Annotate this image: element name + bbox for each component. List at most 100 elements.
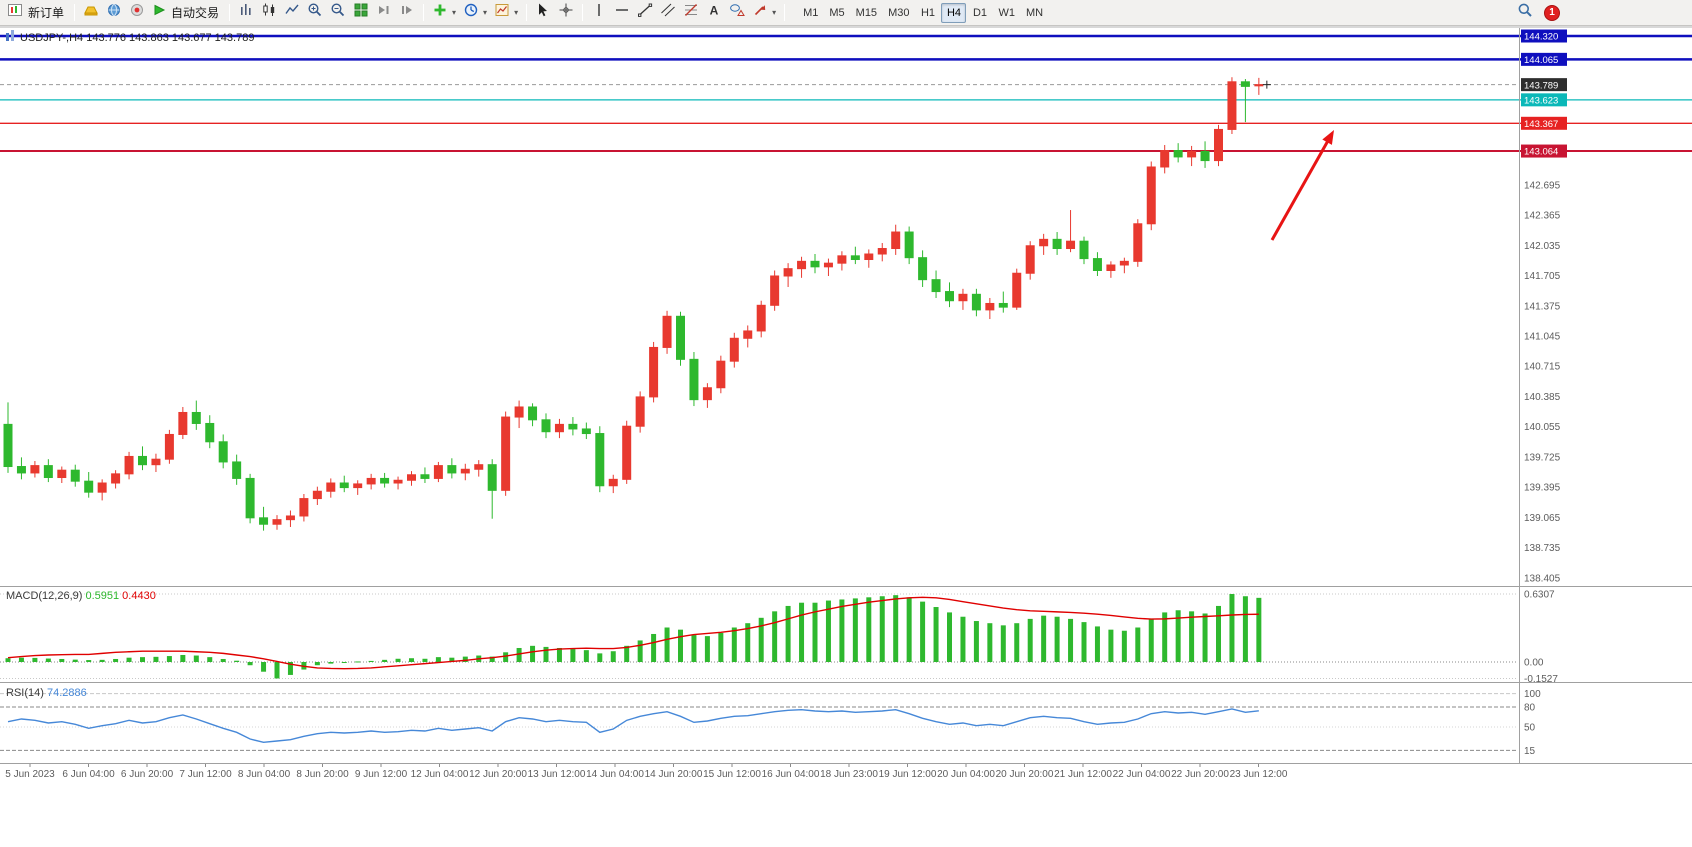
macd-bar xyxy=(893,595,899,662)
templates-button[interactable]: ▾ xyxy=(491,2,521,24)
chart-text: 15 Jun 12:00 xyxy=(703,769,761,780)
macd-bar xyxy=(140,657,145,662)
macd-bar xyxy=(341,662,347,663)
toolbar-right-tools: 1 xyxy=(1514,2,1688,24)
candle-body xyxy=(985,302,995,311)
chevron-down-icon: ▾ xyxy=(514,7,519,17)
blue-globe-button[interactable] xyxy=(103,2,125,24)
macd-bar xyxy=(395,658,401,662)
bar-chart-button[interactable] xyxy=(235,2,257,24)
candle-body xyxy=(945,291,954,302)
bar-chart-icon xyxy=(238,2,254,23)
macd-bar xyxy=(758,617,764,662)
timeframe-h4-button[interactable]: H4 xyxy=(941,2,967,23)
candle-body xyxy=(272,519,282,525)
price-tag xyxy=(1521,52,1567,66)
arrows-tool-button[interactable]: ▾ xyxy=(749,2,779,24)
horizontal-line-button[interactable] xyxy=(611,2,633,24)
candle-body xyxy=(205,422,215,443)
blue-globe-icon xyxy=(106,2,122,23)
macd-bar xyxy=(704,636,710,662)
chart-text: 14 Jun 04:00 xyxy=(586,769,644,780)
timeframe-m30-button[interactable]: M30 xyxy=(888,6,910,19)
vertical-line-button[interactable] xyxy=(588,2,610,24)
search-button[interactable] xyxy=(1514,2,1536,24)
macd-bar xyxy=(933,607,939,662)
macd-bar xyxy=(1000,625,1006,662)
trendline-button[interactable] xyxy=(634,2,656,24)
candle-body xyxy=(460,468,470,474)
periods-button[interactable]: ▾ xyxy=(460,2,490,24)
arrow-annotation-head[interactable] xyxy=(1322,130,1334,145)
channel-button[interactable] xyxy=(657,2,679,24)
text-tool-button[interactable]: A xyxy=(703,2,725,24)
chart-svg[interactable]: 142.695 142.365 142.035 141.705 141.375 141.0… xyxy=(0,26,1692,847)
timeframe-m15-button[interactable]: M15 xyxy=(855,6,878,19)
chart-panel[interactable]: 142.695 142.365 142.035 141.705 141.375 141.0… xyxy=(0,26,1692,847)
timeframe-mn-button[interactable]: MN xyxy=(1025,6,1044,19)
macd-signal-line xyxy=(7,596,1259,670)
macd-bar xyxy=(72,659,78,662)
candle-body xyxy=(702,387,712,401)
shapes-button[interactable] xyxy=(726,2,748,24)
chart-text: 144.320 xyxy=(1524,32,1558,43)
candlestick-chart-button[interactable] xyxy=(258,2,280,24)
macd-bar xyxy=(18,657,24,662)
timeframe-d1-button[interactable]: D1 xyxy=(972,6,987,19)
timeframe-h1-button[interactable]: H1 xyxy=(920,6,935,19)
macd-bar xyxy=(1068,618,1074,662)
macd-bar xyxy=(1121,630,1127,662)
macd-bar xyxy=(866,597,872,662)
auto-scroll-button[interactable] xyxy=(373,2,395,24)
price-tag xyxy=(1521,144,1567,158)
trendline-icon xyxy=(637,2,653,23)
candle-body xyxy=(232,461,242,479)
zoom-in-button[interactable] xyxy=(304,2,326,24)
chart-text: 140.715 xyxy=(1524,362,1561,373)
chart-text: 7 Jun 12:00 xyxy=(179,769,232,780)
crosshair-button[interactable] xyxy=(555,2,577,24)
notification-badge[interactable]: 1 xyxy=(1544,4,1560,21)
chart-shift-button[interactable] xyxy=(396,2,418,24)
gold-hat-button[interactable] xyxy=(80,2,102,24)
new-order-button[interactable]: 新订单 xyxy=(4,2,69,24)
macd-bar xyxy=(731,627,737,662)
chart-text: 141.705 xyxy=(1524,271,1561,282)
red-dot-icon xyxy=(129,2,145,23)
macd-bar xyxy=(1189,611,1195,662)
zoom-out-button[interactable] xyxy=(327,2,349,24)
timeframe-w1-button[interactable]: W1 xyxy=(998,6,1015,19)
chevron-down-icon: ▾ xyxy=(772,7,777,17)
candle-body xyxy=(3,423,13,468)
toolbar-separator xyxy=(423,4,425,21)
timeframe-m1-button[interactable]: M1 xyxy=(803,6,819,19)
macd-bar xyxy=(193,655,199,662)
svg-text:A: A xyxy=(710,4,719,18)
chart-text: 50 xyxy=(1524,723,1536,734)
candle-body xyxy=(891,231,901,250)
gold-hat-icon xyxy=(83,2,99,23)
fibonacci-button[interactable] xyxy=(680,2,702,24)
candle-body xyxy=(339,482,349,489)
candle-body xyxy=(756,304,766,332)
timeframe-m5-button[interactable]: M5 xyxy=(829,6,845,19)
line-chart-button[interactable] xyxy=(281,2,303,24)
macd-bar xyxy=(920,601,926,662)
rsi-line xyxy=(7,708,1259,744)
macd-bar xyxy=(1041,615,1047,662)
chart-text: 20 Jun 04:00 xyxy=(937,769,995,780)
macd-bar xyxy=(449,657,455,662)
candle-body xyxy=(164,433,174,460)
arrow-annotation[interactable] xyxy=(1270,136,1332,241)
indicators-button[interactable]: ▾ xyxy=(429,2,459,24)
macd-bar xyxy=(987,623,993,662)
chart-title-icon xyxy=(11,30,14,41)
tile-windows-button[interactable] xyxy=(350,2,372,24)
chart-text: 139.725 xyxy=(1524,452,1561,463)
auto-trading-button[interactable]: 自动交易 xyxy=(149,2,224,24)
chart-text: 18 Jun 23:00 xyxy=(820,769,878,780)
red-dot-button[interactable] xyxy=(126,2,148,24)
candle-body xyxy=(797,260,807,270)
chart-text: 15 xyxy=(1524,746,1536,757)
cursor-button[interactable] xyxy=(532,2,554,24)
